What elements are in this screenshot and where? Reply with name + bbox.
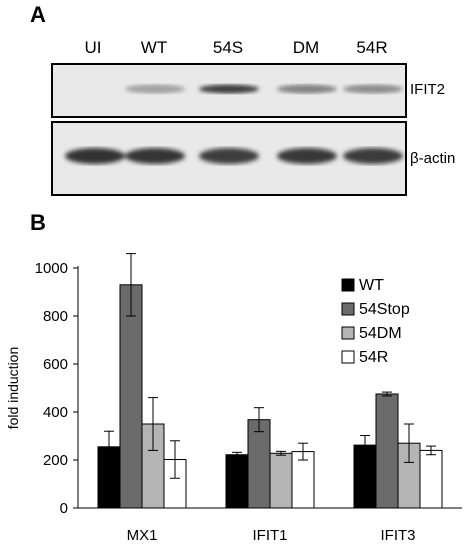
ifit2-blot (51, 63, 407, 118)
lane-label-dm: DM (292, 38, 320, 57)
x-tick-label: MX1 (127, 527, 158, 544)
legend-label: 54DM (359, 325, 402, 342)
y-tick-label: 0 (60, 500, 68, 517)
blot-band (343, 148, 403, 164)
blot-band (343, 84, 403, 94)
actin-blot (51, 121, 407, 196)
ifit2-label: IFIT2 (410, 81, 446, 98)
bar-wt-ifit1 (225, 454, 249, 509)
bar-54stop-ifit1 (247, 419, 271, 509)
blot-band (65, 148, 125, 164)
y-tick-label: 200 (43, 452, 68, 469)
y-tick-label: 800 (43, 308, 68, 325)
x-tick-label: IFIT3 (380, 527, 415, 544)
bar-54stop-ifit3 (375, 393, 399, 509)
y-tick-label: 1000 (35, 260, 68, 277)
lane-label-54r: 54R (356, 38, 388, 57)
legend-swatch (341, 278, 355, 292)
bar-54stop-mx1 (119, 284, 143, 509)
y-axis-label: fold induction (5, 347, 21, 430)
bar-54r-ifit3 (419, 449, 443, 509)
panel-b-letter: B (30, 210, 46, 235)
actin-label: β-actin (410, 150, 456, 167)
blot-band (125, 84, 185, 94)
lane-label-wt: WT (140, 38, 168, 57)
blot-band (277, 84, 337, 94)
x-tick-label: IFIT1 (252, 527, 287, 544)
panel-a-letter: A (30, 2, 46, 27)
lane-label-54s: 54S (212, 38, 244, 57)
blot-band (125, 148, 185, 164)
legend-swatch (341, 350, 355, 364)
legend-swatch (341, 302, 355, 316)
ifit2-band-image (125, 84, 403, 94)
legend-label: 54Stop (359, 301, 410, 318)
lane-label-ui: UI (84, 38, 102, 57)
y-tick-label: 400 (43, 404, 68, 421)
legend-label: 54R (359, 349, 388, 366)
bar-54dm-ifit1 (269, 452, 293, 509)
y-tick-label: 600 (43, 356, 68, 373)
legend-label: WT (359, 277, 384, 294)
blot-band (199, 148, 259, 164)
blot-band (277, 148, 337, 164)
blot-band (199, 84, 259, 94)
legend-swatch (341, 326, 355, 340)
actin-band-image (65, 148, 403, 164)
